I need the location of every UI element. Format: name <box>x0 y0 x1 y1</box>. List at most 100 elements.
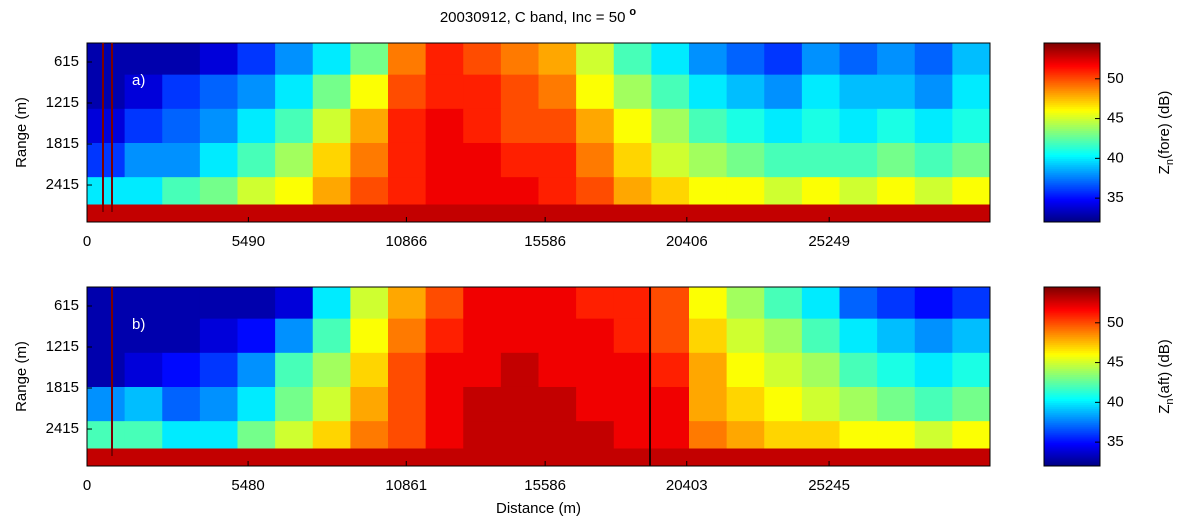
colorbar-strip <box>1044 332 1100 336</box>
heatmap-cell <box>689 318 728 354</box>
colorbar-strip <box>1044 287 1100 290</box>
heatmap-cell <box>388 108 427 144</box>
heatmap-cell <box>877 287 916 320</box>
heatmap-cell <box>914 448 953 467</box>
colorbar-strip <box>1044 160 1100 163</box>
colorbar-strip <box>1044 444 1100 447</box>
colorbar-strip <box>1044 216 1100 219</box>
heatmap-cell <box>275 448 314 467</box>
colorbar-strip <box>1044 172 1100 175</box>
heatmap-cell <box>199 386 238 422</box>
heatmap-cell <box>764 108 803 144</box>
heatmap-cell <box>613 421 652 450</box>
colorbar-strip <box>1044 448 1100 451</box>
x-tick-label: 5490 <box>232 233 265 250</box>
colorbar-strip <box>1044 288 1100 292</box>
colorbar-strip <box>1044 292 1100 296</box>
heatmap-cell <box>162 421 201 450</box>
y-tick-label: 1815 <box>46 379 79 396</box>
heatmap-cell <box>162 386 201 422</box>
colorbar-strip <box>1044 50 1100 54</box>
colorbar-strip <box>1044 310 1100 314</box>
heatmap-cell <box>914 108 953 144</box>
heatmap-cell <box>124 318 163 354</box>
heatmap-cell <box>613 43 652 76</box>
y-axis-label: Range (m) <box>13 97 30 168</box>
colorbar-strip <box>1044 64 1100 68</box>
heatmap-cell <box>312 287 351 320</box>
heatmap-cell <box>613 142 652 178</box>
colorbar-strip <box>1044 318 1100 322</box>
x-tick-label: 15586 <box>524 233 566 250</box>
colorbar-strip <box>1044 156 1100 159</box>
colorbar-strip <box>1044 142 1100 145</box>
heatmap-cell <box>388 142 427 178</box>
colorbar-strip <box>1044 188 1100 191</box>
heatmap-cell <box>801 74 840 110</box>
colorbar-strip <box>1044 456 1100 459</box>
heatmap-cell <box>275 204 314 223</box>
colorbar-strip <box>1044 208 1100 211</box>
colorbar-strip <box>1044 396 1100 399</box>
colorbar-label-sub: n <box>1164 398 1176 404</box>
colorbar-strip <box>1044 162 1100 165</box>
colorbar-frame <box>1043 286 1101 467</box>
colorbar-strip <box>1044 354 1100 358</box>
colorbar-strip <box>1044 154 1100 157</box>
colorbar-strip <box>1044 110 1100 114</box>
heatmap-cell <box>538 352 577 388</box>
heatmap-cell <box>312 177 351 206</box>
colorbar-strip <box>1044 436 1100 439</box>
heatmap-cell <box>237 287 276 320</box>
colorbar-tick-label: 40 <box>1107 149 1124 166</box>
heatmap-cell <box>87 43 126 76</box>
colorbar-strip <box>1044 108 1100 112</box>
heatmap-cell <box>952 177 991 206</box>
heatmap-cell <box>425 204 464 223</box>
heatmap-cell <box>877 352 916 388</box>
heatmap-cell <box>124 108 163 144</box>
colorbar-strip <box>1044 132 1100 135</box>
colorbar-strip <box>1044 398 1100 401</box>
colorbar-strip <box>1044 294 1100 298</box>
heatmap-cell <box>425 448 464 467</box>
colorbar-strip <box>1044 134 1100 137</box>
heatmap-cell <box>877 318 916 354</box>
heatmap-cell <box>576 142 615 178</box>
colorbar-strip <box>1044 378 1100 381</box>
y-tick-label: 1215 <box>46 94 79 111</box>
heatmap-cell <box>275 108 314 144</box>
colorbar-strip <box>1044 158 1100 161</box>
colorbar-strip <box>1044 70 1100 74</box>
heatmap-cell <box>576 204 615 223</box>
heatmap-cell <box>199 204 238 223</box>
heatmap-cell <box>425 318 464 354</box>
heatmap-cell <box>877 108 916 144</box>
colorbar-strip <box>1044 458 1100 461</box>
heatmap-cell <box>877 386 916 422</box>
heatmap-cell <box>500 448 539 467</box>
colorbar-strip <box>1044 452 1100 455</box>
heatmap-cell <box>764 204 803 223</box>
colorbar-strip <box>1044 220 1100 223</box>
colorbar-strip <box>1044 416 1100 419</box>
colorbar-strip <box>1044 202 1100 205</box>
heatmap-cell <box>952 287 991 320</box>
heatmap-cell <box>914 421 953 450</box>
colorbar-strip <box>1044 442 1100 445</box>
colorbar-strip <box>1044 124 1100 128</box>
colorbar-label-sub: n <box>1164 159 1176 165</box>
heatmap-cell <box>425 386 464 422</box>
heatmap-cell <box>613 386 652 422</box>
heatmap-cell <box>237 43 276 76</box>
colorbar-strip <box>1044 440 1100 443</box>
heatmap-cell <box>952 74 991 110</box>
heatmap-cell <box>726 352 765 388</box>
heatmap-cell <box>726 421 765 450</box>
colorbar-tick-label: 50 <box>1107 314 1124 331</box>
heatmap-cell <box>839 142 878 178</box>
heatmap-cell <box>124 74 163 110</box>
heatmap-cell <box>162 142 201 178</box>
colorbar-tick-label: 45 <box>1107 110 1124 127</box>
y-tick-label: 2415 <box>46 420 79 437</box>
